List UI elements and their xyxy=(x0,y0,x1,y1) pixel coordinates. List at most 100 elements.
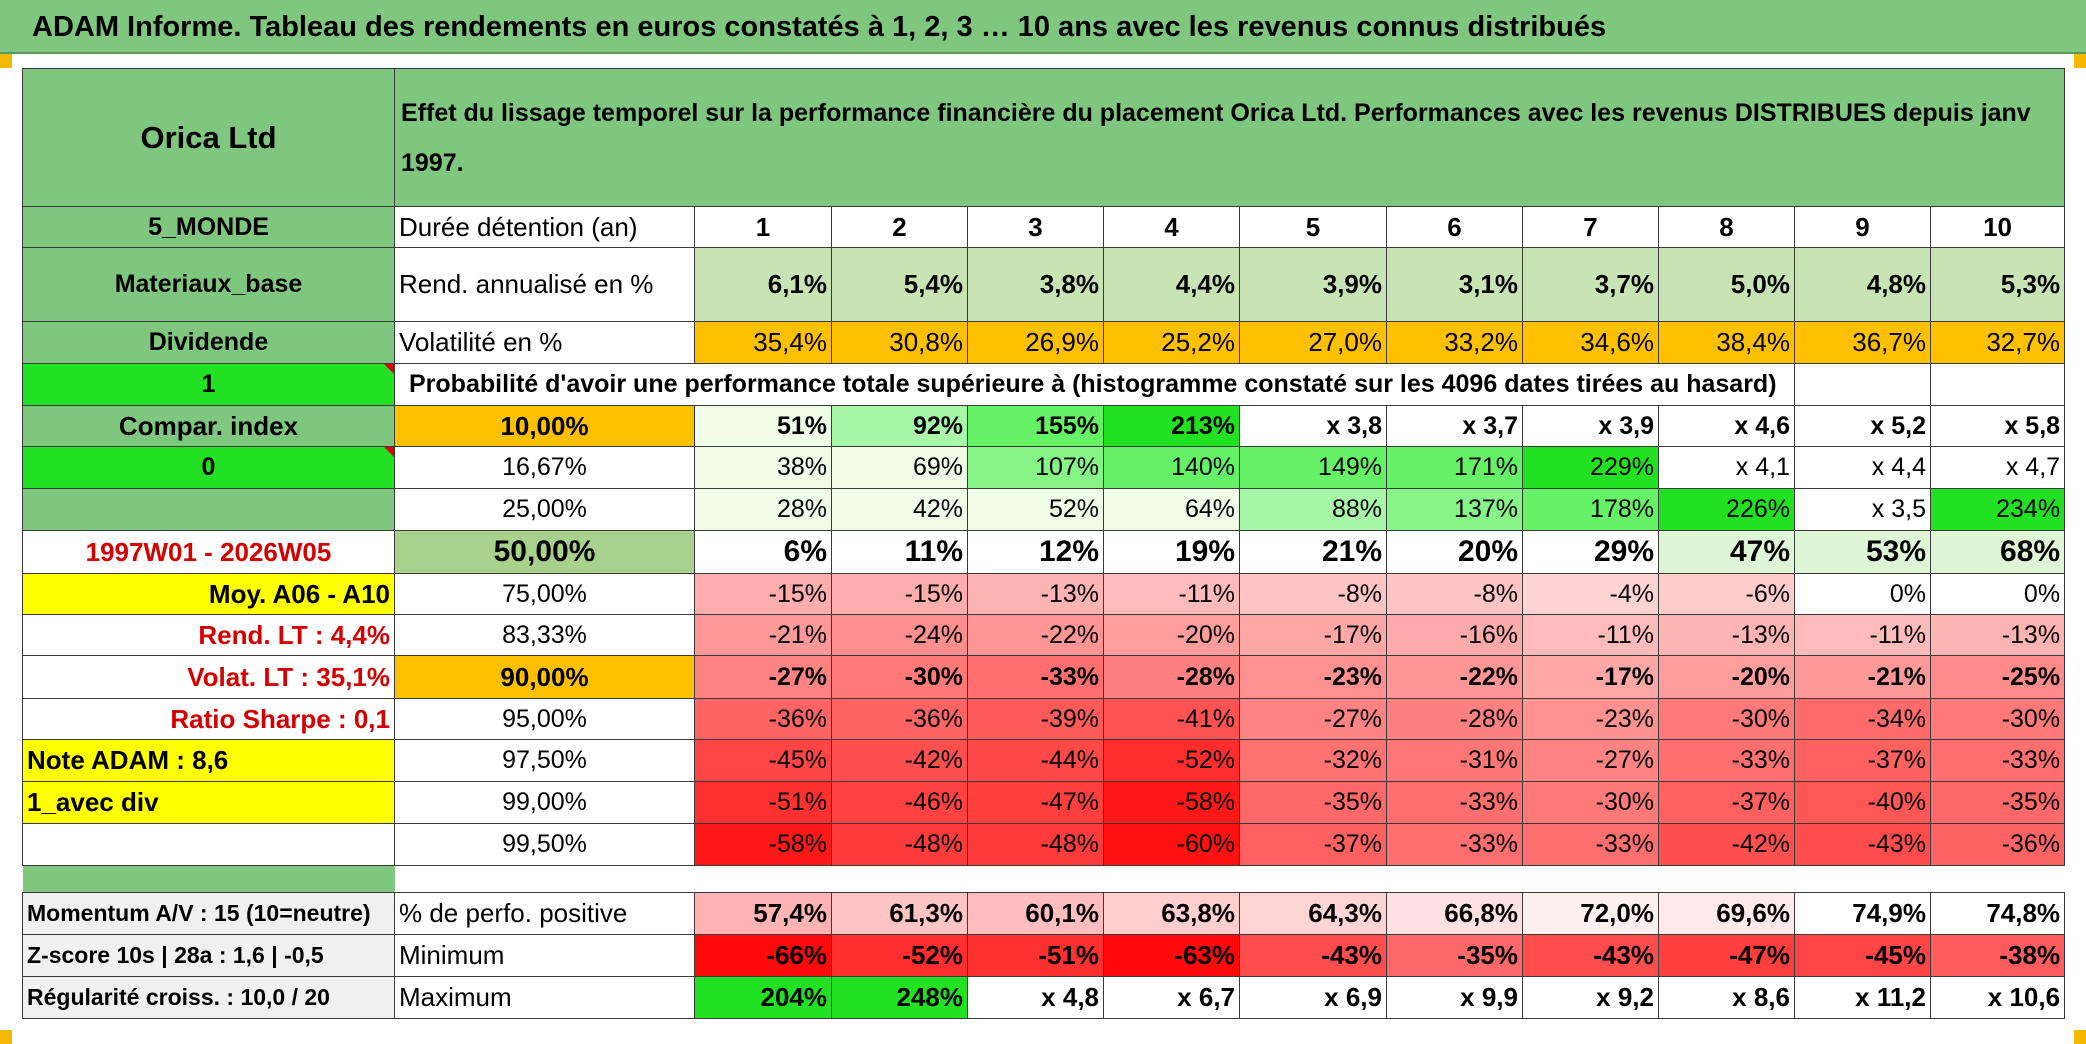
div-mode-label: 1_avec div xyxy=(22,781,395,824)
percentile-value: -15% xyxy=(694,573,832,615)
proba-label: Probabilité d'avoir une performance tota… xyxy=(394,363,1795,406)
report-banner: ADAM Informe. Tableau des rendements en … xyxy=(0,0,2086,54)
percentile-row: Rend. LT : 4,4% 83,33% -21% -24% -22% -20% -17… xyxy=(22,614,2066,656)
percentile-value: -42% xyxy=(1658,823,1795,866)
rend-value: 3,8% xyxy=(967,247,1104,322)
percentile-value: -37% xyxy=(1239,823,1387,866)
percentile-value: 29% xyxy=(1522,530,1659,574)
volat-lt-label: Volat. LT : 35,1% xyxy=(22,655,395,699)
type-label: Dividende xyxy=(22,321,395,364)
percentile-value: 38% xyxy=(694,446,832,489)
year-header: 5 xyxy=(1239,206,1387,248)
vol-value: 38,4% xyxy=(1658,321,1795,364)
percentile-value: 213% xyxy=(1103,405,1240,447)
duree-label: Durée détention (an) xyxy=(394,206,695,248)
percentile-value: 64% xyxy=(1103,488,1240,531)
percentile-row: 1997W01 - 2026W05 50,00% 6% 11% 12% 19% 21% 20%… xyxy=(22,530,2066,574)
year-header: 3 xyxy=(967,206,1104,248)
percentile-value: -32% xyxy=(1239,739,1387,782)
maximum-value: x 9,9 xyxy=(1386,976,1523,1019)
percentile-label: 95,00% xyxy=(394,698,695,740)
percentile-value: -28% xyxy=(1386,698,1523,740)
rend-value: 3,9% xyxy=(1239,247,1387,322)
percentile-value: -27% xyxy=(1239,698,1387,740)
year-header: 1 xyxy=(694,206,832,248)
sector-label: Materiaux_base xyxy=(22,247,395,322)
compar-value: 0 xyxy=(22,446,395,489)
percentile-value: -36% xyxy=(694,698,832,740)
year-header: 10 xyxy=(1929,206,2066,248)
percentile-value: -36% xyxy=(1929,823,2066,866)
percentile-value: x 3,7 xyxy=(1386,405,1523,447)
percentile-label: 99,50% xyxy=(394,823,695,866)
percentile-label: 50,00% xyxy=(394,530,695,574)
momentum-label: Momentum A/V : 15 (10=neutre) xyxy=(22,892,395,935)
percentile-value: -34% xyxy=(1794,698,1931,740)
minimum-label: Minimum xyxy=(394,934,695,977)
performance-table: Orica Ltd Effet du lissage temporel sur … xyxy=(22,68,2066,1019)
percentile-value: 28% xyxy=(694,488,832,531)
maximum-value: 204% xyxy=(694,976,832,1019)
percentile-row: 0 16,67% 38% 69% 107% 140% 149% 171% 229% x 4,1 x … xyxy=(22,446,2066,489)
percentile-label: 75,00% xyxy=(394,573,695,615)
maximum-value: x 10,6 xyxy=(1929,976,2066,1019)
maximum-value: x 6,9 xyxy=(1239,976,1387,1019)
percentile-value: -11% xyxy=(1522,614,1659,656)
rend-value: 5,0% xyxy=(1658,247,1795,322)
vol-value: 32,7% xyxy=(1929,321,2066,364)
percentile-value: 42% xyxy=(831,488,968,531)
maximum-value: x 9,2 xyxy=(1522,976,1659,1019)
percentile-value: -30% xyxy=(1929,698,2066,740)
vol-value: 35,4% xyxy=(694,321,832,364)
percentile-value: 12% xyxy=(967,530,1104,574)
percentile-value: -22% xyxy=(1386,655,1523,699)
percentile-value: -47% xyxy=(967,781,1104,824)
percentile-value: 19% xyxy=(1103,530,1240,574)
percentile-value: -6% xyxy=(1658,573,1795,615)
positive-value: 57,4% xyxy=(694,892,832,935)
vol-value: 30,8% xyxy=(831,321,968,364)
percentile-value: -30% xyxy=(1658,698,1795,740)
percentile-value: -21% xyxy=(694,614,832,656)
percentile-value: -28% xyxy=(1103,655,1240,699)
positive-value: 74,9% xyxy=(1794,892,1931,935)
vol-value: 27,0% xyxy=(1239,321,1387,364)
percentile-value: -35% xyxy=(1929,781,2066,824)
vol-value: 34,6% xyxy=(1522,321,1659,364)
rend-value: 4,4% xyxy=(1103,247,1240,322)
year-header: 2 xyxy=(831,206,968,248)
percentile-value: 0% xyxy=(1794,573,1931,615)
percentile-value: -45% xyxy=(694,739,832,782)
year-header: 9 xyxy=(1794,206,1931,248)
percentile-value: x 5,2 xyxy=(1794,405,1931,447)
compar-label: Compar. index xyxy=(22,405,395,447)
percentile-value: -23% xyxy=(1239,655,1387,699)
percentile-value: -13% xyxy=(1929,614,2066,656)
minimum-value: -63% xyxy=(1103,934,1240,977)
percentile-value: -33% xyxy=(967,655,1104,699)
percentile-value: -33% xyxy=(1522,823,1659,866)
percentile-row: 99,50% -58% -48% -48% -60% -37% -33% -33% -42% -4… xyxy=(22,823,2066,866)
percentile-value: -52% xyxy=(1103,739,1240,782)
positive-value: 72,0% xyxy=(1522,892,1659,935)
empty-cell xyxy=(1794,363,1931,406)
proba-row: 1 Probabilité d'avoir une performance to… xyxy=(22,363,2066,406)
percentile-label: 97,50% xyxy=(394,739,695,782)
percentile-value: -31% xyxy=(1386,739,1523,782)
percentile-value: -20% xyxy=(1103,614,1240,656)
spacer-cell xyxy=(22,865,395,893)
rend-value: 3,7% xyxy=(1522,247,1659,322)
percentile-value: -8% xyxy=(1239,573,1387,615)
percentile-value: -58% xyxy=(694,823,832,866)
percentile-value: x 4,6 xyxy=(1658,405,1795,447)
rend-lt-label: Rend. LT : 4,4% xyxy=(22,614,395,656)
zscore-label: Z-score 10s | 28a : 1,6 | -0,5 xyxy=(22,934,395,977)
rend-value: 3,1% xyxy=(1386,247,1523,322)
percentile-label: 83,33% xyxy=(394,614,695,656)
rend-value: 5,3% xyxy=(1929,247,2066,322)
region-label: 5_MONDE xyxy=(22,206,395,248)
positive-value: 66,8% xyxy=(1386,892,1523,935)
percentile-value: -33% xyxy=(1658,739,1795,782)
stats-row: Régularité croiss. : 10,0 / 20 Maximum 204… xyxy=(22,976,2066,1019)
percentile-row: Ratio Sharpe : 0,1 95,00% -36% -36% -39% -41%… xyxy=(22,698,2066,740)
